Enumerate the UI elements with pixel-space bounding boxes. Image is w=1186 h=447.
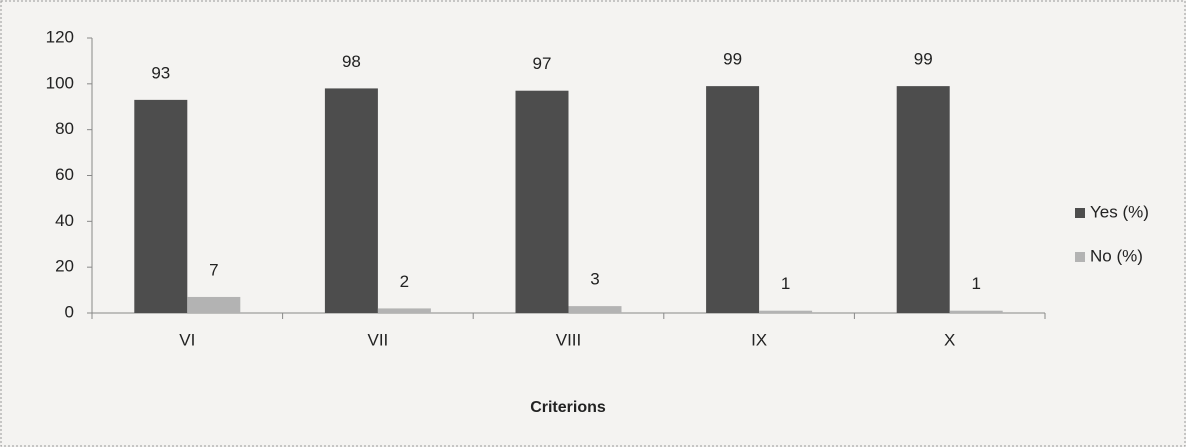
legend-label: No (%) bbox=[1090, 246, 1143, 265]
bar bbox=[896, 86, 950, 313]
x-tick-label: VI bbox=[179, 330, 195, 349]
bar bbox=[706, 86, 760, 313]
y-tick-label: 40 bbox=[55, 211, 74, 230]
data-label: 93 bbox=[151, 63, 170, 82]
bar bbox=[324, 88, 378, 314]
x-tick-label: VII bbox=[368, 330, 389, 349]
bar bbox=[949, 310, 1003, 313]
data-label: 97 bbox=[533, 54, 552, 73]
data-label: 2 bbox=[400, 272, 409, 291]
legend-swatch bbox=[1075, 252, 1085, 262]
data-label: 99 bbox=[914, 50, 933, 69]
data-label: 3 bbox=[590, 270, 599, 289]
data-label: 1 bbox=[781, 274, 790, 293]
y-tick-label: 100 bbox=[46, 73, 74, 92]
bar bbox=[377, 308, 431, 313]
x-tick-label: IX bbox=[751, 330, 767, 349]
data-label: 1 bbox=[971, 274, 980, 293]
legend-label: Yes (%) bbox=[1090, 202, 1149, 221]
data-label: 98 bbox=[342, 52, 361, 71]
legend-swatch bbox=[1075, 208, 1085, 218]
bar bbox=[134, 99, 188, 313]
y-tick-label: 20 bbox=[55, 257, 74, 276]
y-tick-label: 0 bbox=[65, 302, 74, 321]
data-label: 99 bbox=[723, 50, 742, 69]
x-tick-label: X bbox=[944, 330, 955, 349]
bar bbox=[568, 306, 622, 313]
bar bbox=[515, 90, 569, 313]
y-tick-label: 120 bbox=[46, 27, 74, 46]
bar bbox=[759, 310, 813, 313]
x-axis-title: Criterions bbox=[530, 399, 606, 416]
y-tick-label: 80 bbox=[55, 119, 74, 138]
x-tick-label: VIII bbox=[556, 330, 582, 349]
y-tick-label: 60 bbox=[55, 165, 74, 184]
data-label: 7 bbox=[209, 260, 218, 279]
bar bbox=[187, 296, 241, 313]
